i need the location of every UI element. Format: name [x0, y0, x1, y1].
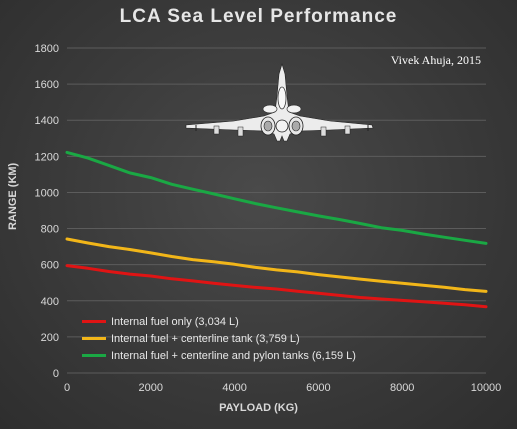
x-tick-label: 10000 [471, 382, 502, 394]
series-line [65, 150, 488, 245]
legend-swatch [82, 337, 106, 340]
y-tick-label: 600 [41, 260, 59, 272]
x-axis-title: PAYLOAD (KG) [219, 402, 298, 414]
x-tick-label: 6000 [306, 382, 330, 394]
legend-swatch [82, 320, 106, 323]
legend-item: Internal fuel only (3,034 L) [82, 313, 356, 330]
x-tick-label: 2000 [139, 382, 163, 394]
chart-title: LCA Sea Level Performance [119, 6, 398, 27]
y-tick-label: 0 [53, 368, 59, 380]
y-tick-label: 1200 [35, 151, 59, 163]
y-tick-label: 1000 [35, 187, 59, 199]
aircraft-silhouette-icon [185, 62, 374, 142]
x-tick-label: 4000 [222, 382, 246, 394]
legend-swatch [82, 354, 106, 357]
x-tick-label: 0 [64, 382, 70, 394]
y-tick-label: 800 [41, 224, 59, 236]
y-tick-label: 400 [41, 296, 59, 308]
y-tick-label: 1400 [35, 115, 59, 127]
legend-label: Internal fuel + centerline and pylon tan… [111, 349, 356, 362]
y-tick-label: 200 [41, 332, 59, 344]
x-tick-label: 8000 [390, 382, 414, 394]
series-line [65, 264, 488, 309]
legend-item: Internal fuel + centerline and pylon tan… [82, 347, 356, 364]
chart-credit: Vivek Ahuja, 2015 [390, 53, 481, 67]
legend-label: Internal fuel only (3,034 L) [111, 315, 239, 328]
legend-item: Internal fuel + centerline tank (3,759 L… [82, 330, 356, 347]
chart-legend: Internal fuel only (3,034 L) Internal fu… [82, 313, 356, 364]
y-tick-label: 1800 [35, 43, 59, 55]
y-axis-title: RANGE (KM) [7, 162, 19, 230]
y-tick-label: 1600 [35, 79, 59, 91]
series-line [65, 237, 488, 293]
legend-label: Internal fuel + centerline tank (3,759 L… [111, 332, 300, 345]
